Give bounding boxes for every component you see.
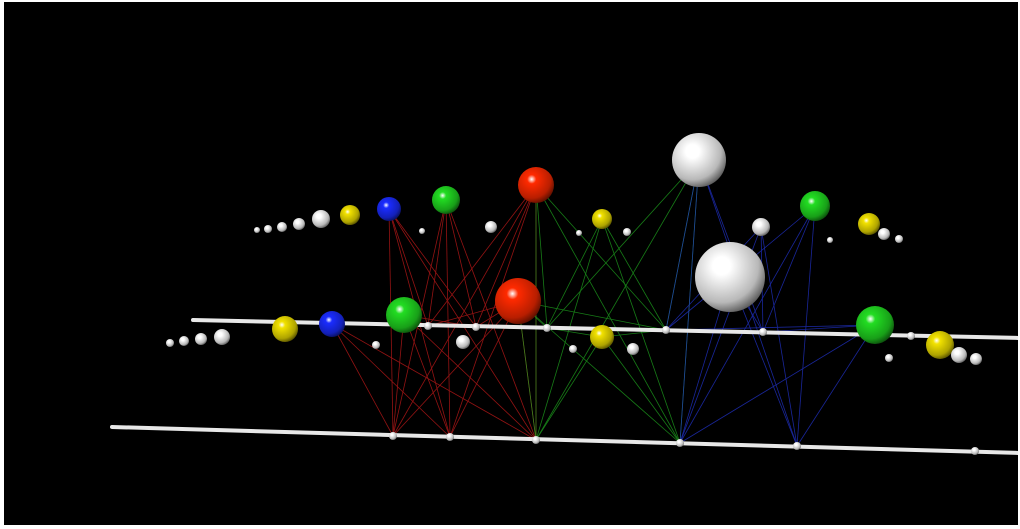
white-sphere[interactable]: [214, 329, 230, 345]
white-sphere[interactable]: [672, 133, 726, 187]
link-line: [403, 314, 537, 441]
link-line: [427, 184, 537, 327]
white-sphere[interactable]: [195, 333, 207, 345]
rail-node: [424, 322, 432, 330]
3d-viewport[interactable]: [4, 2, 1018, 525]
white-sphere[interactable]: [372, 341, 380, 349]
link-line: [392, 300, 519, 437]
link-line: [449, 300, 519, 438]
link-line: [546, 218, 603, 329]
white-sphere[interactable]: [456, 335, 470, 349]
white-sphere[interactable]: [752, 218, 770, 236]
rail-node: [472, 323, 480, 331]
rail-node: [907, 332, 915, 340]
link-line: [796, 324, 876, 447]
link-line: [665, 159, 700, 331]
link-line: [679, 159, 700, 444]
link-line: [331, 323, 451, 438]
link-line: [449, 184, 537, 438]
white-sphere[interactable]: [264, 225, 272, 233]
white-sphere[interactable]: [277, 222, 287, 232]
yellow-sphere[interactable]: [858, 213, 880, 235]
link-line: [535, 184, 548, 329]
rail-node: [543, 324, 551, 332]
link-line: [331, 323, 394, 437]
white-sphere[interactable]: [695, 242, 765, 312]
link-line: [679, 205, 816, 444]
link-line: [331, 323, 537, 441]
blue-sphere[interactable]: [319, 311, 345, 337]
link-line: [388, 208, 477, 328]
link-line: [517, 300, 667, 331]
white-sphere[interactable]: [312, 210, 330, 228]
link-line: [796, 205, 816, 447]
link-line: [535, 184, 681, 444]
white-sphere[interactable]: [179, 336, 189, 346]
blue-sphere[interactable]: [377, 197, 401, 221]
white-sphere[interactable]: [627, 343, 639, 355]
rail-node: [759, 328, 767, 336]
yellow-sphere[interactable]: [590, 325, 614, 349]
white-sphere[interactable]: [569, 345, 577, 353]
white-sphere[interactable]: [293, 218, 305, 230]
link-line: [427, 199, 447, 327]
green-sphere[interactable]: [800, 191, 830, 221]
white-sphere[interactable]: [419, 228, 425, 234]
white-sphere[interactable]: [576, 230, 582, 236]
white-sphere[interactable]: [970, 353, 982, 365]
white-sphere[interactable]: [485, 221, 497, 233]
white-sphere[interactable]: [623, 228, 631, 236]
link-line: [517, 300, 537, 441]
link-line: [475, 184, 537, 328]
white-sphere[interactable]: [254, 227, 260, 233]
white-sphere[interactable]: [895, 235, 903, 243]
link-line: [392, 184, 537, 437]
green-sphere[interactable]: [856, 306, 894, 344]
front-row: [166, 242, 982, 365]
link-line: [535, 184, 667, 331]
lower-rail: [110, 425, 1018, 455]
back-row: [254, 133, 903, 243]
network-scene: [110, 133, 1018, 455]
white-sphere[interactable]: [878, 228, 890, 240]
link-line: [679, 324, 876, 444]
green-sphere[interactable]: [386, 297, 422, 333]
link-line: [535, 336, 603, 441]
link-line: [445, 199, 477, 328]
rail-node: [446, 433, 454, 441]
link-line: [445, 199, 537, 441]
rail-node: [389, 432, 397, 440]
link-line: [388, 208, 429, 327]
link-line: [601, 218, 667, 331]
spheres: [166, 133, 982, 365]
red-sphere[interactable]: [495, 278, 541, 324]
rail-node: [971, 447, 979, 455]
rail-node: [662, 326, 670, 334]
link-line: [760, 226, 798, 447]
link-line: [392, 314, 405, 437]
rail-node: [793, 442, 801, 450]
link-line: [601, 336, 681, 444]
yellow-sphere[interactable]: [272, 316, 298, 342]
link-line: [546, 159, 700, 329]
link-line: [445, 199, 451, 438]
rail-node: [532, 436, 540, 444]
red-sphere[interactable]: [518, 167, 554, 203]
yellow-sphere[interactable]: [340, 205, 360, 225]
link-line: [403, 314, 451, 438]
white-sphere[interactable]: [827, 237, 833, 243]
link-line: [535, 159, 700, 441]
yellow-sphere[interactable]: [592, 209, 612, 229]
white-sphere[interactable]: [885, 354, 893, 362]
link-group-blue_link: [665, 159, 876, 447]
white-sphere[interactable]: [166, 339, 174, 347]
link-line: [762, 205, 816, 333]
white-sphere[interactable]: [951, 347, 967, 363]
green-sphere[interactable]: [432, 186, 460, 214]
rail-node: [676, 439, 684, 447]
yellow-sphere[interactable]: [926, 331, 954, 359]
